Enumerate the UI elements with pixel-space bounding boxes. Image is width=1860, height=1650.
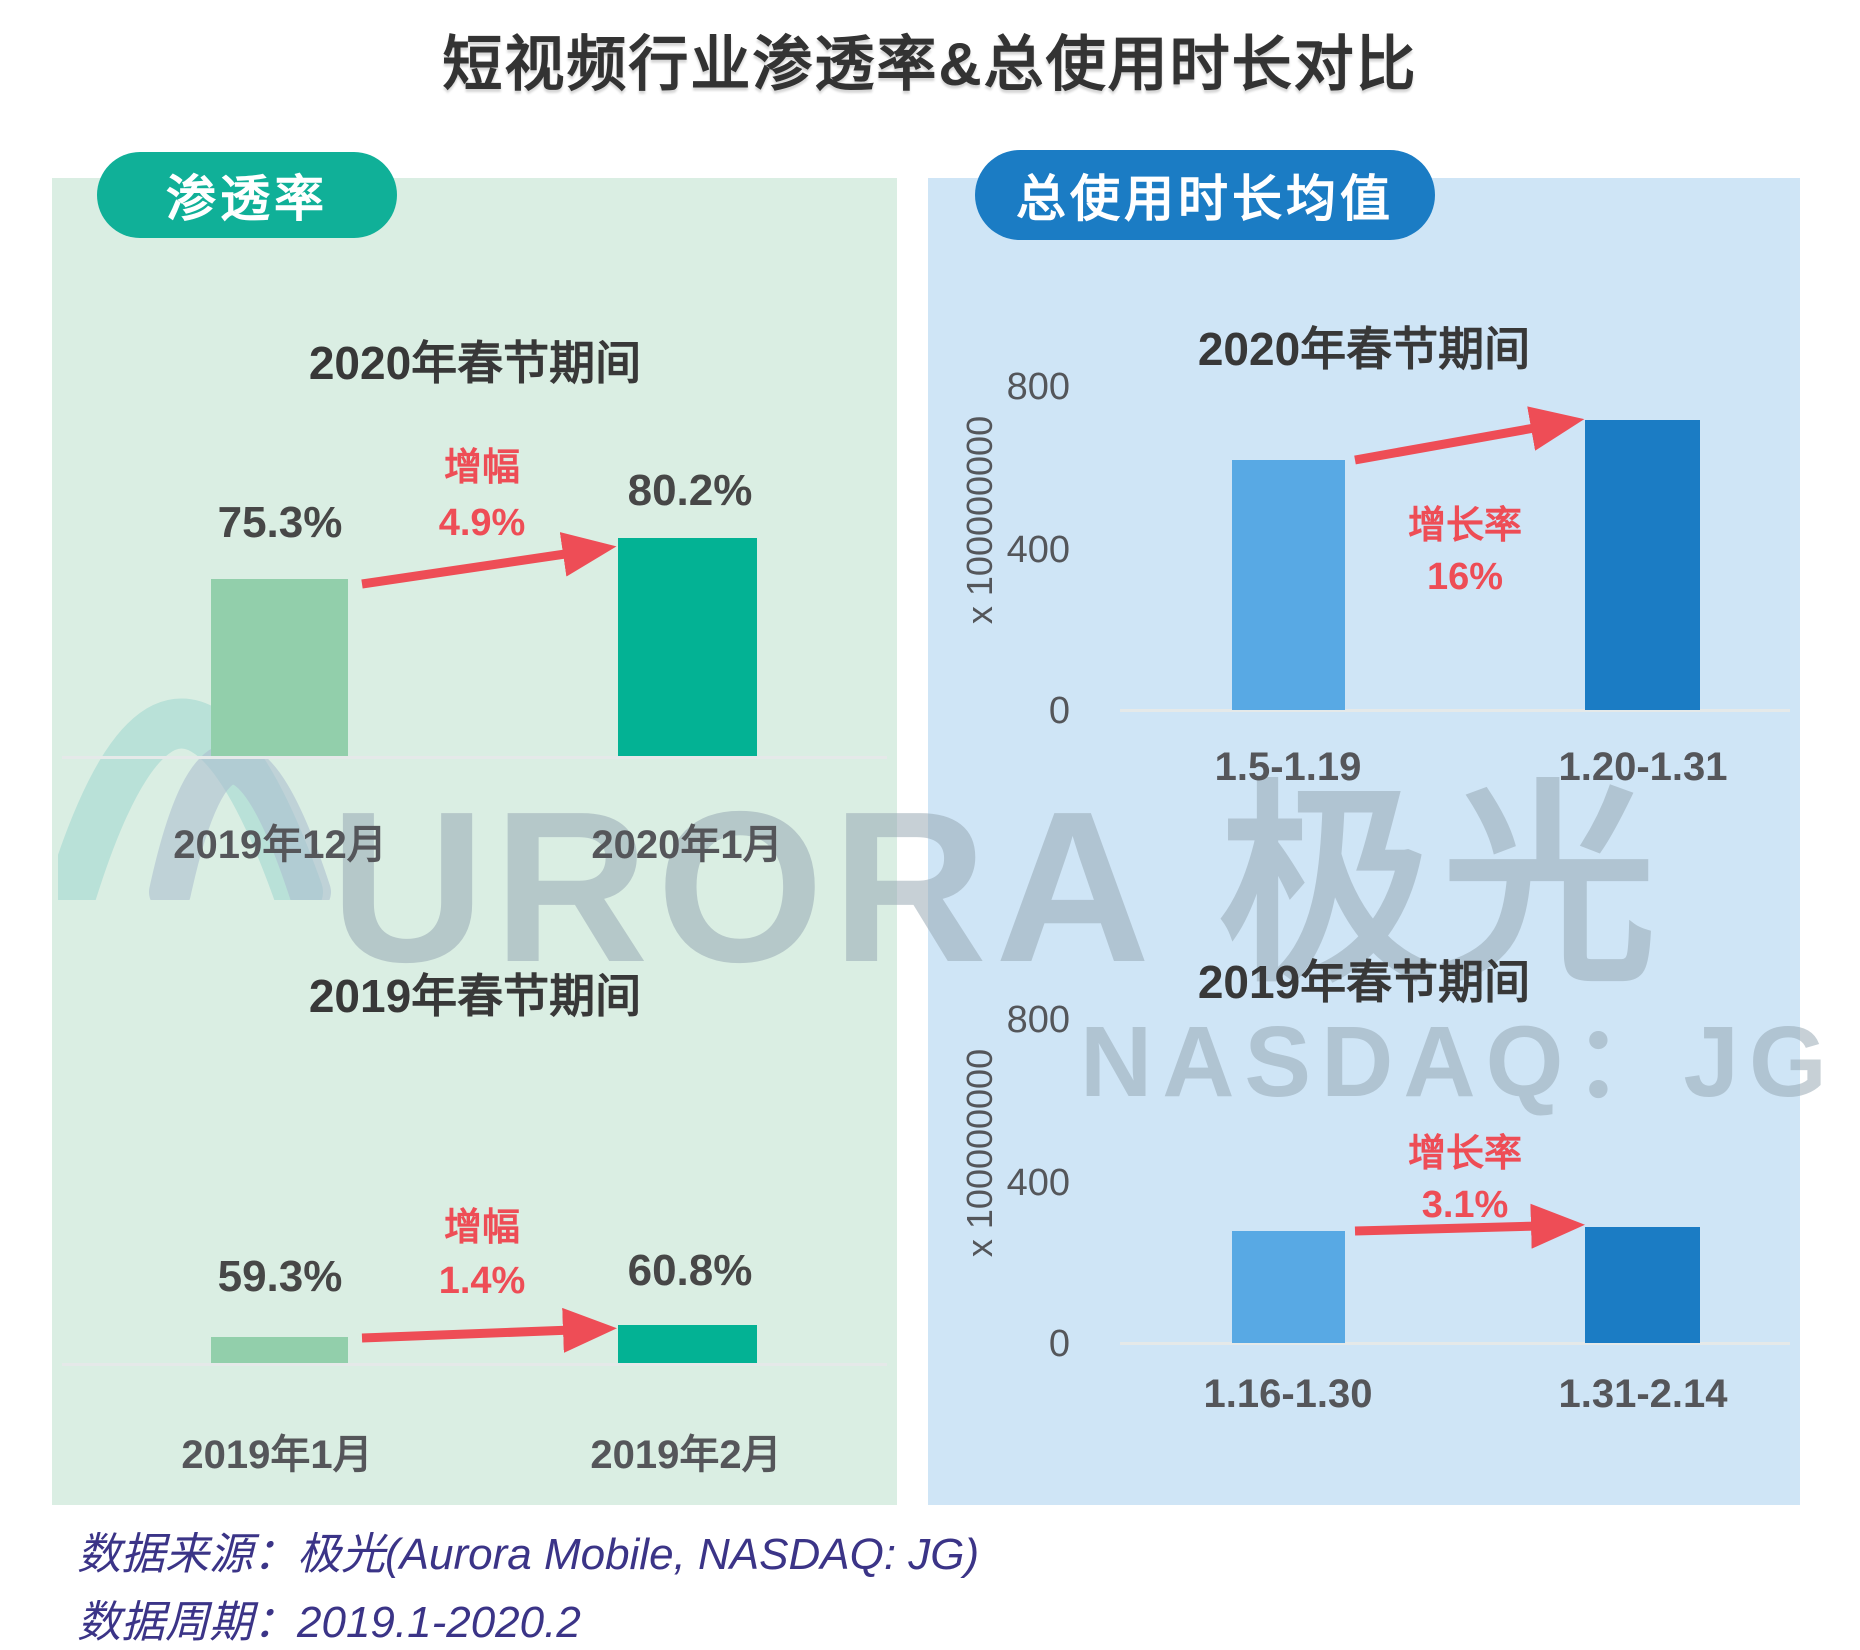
axis-baseline-usage-2020 [1120, 709, 1790, 712]
brand-watermark: URORA 极光 [330, 766, 1665, 1007]
x-label-1-31-2-14: 1.31-2.14 [1558, 1372, 1728, 1416]
growth-value-16: 16% [1426, 556, 1504, 598]
ytick-800-top: 800 [1006, 366, 1070, 408]
bar-2019-01 [211, 1337, 348, 1364]
bar-value-59-3: 59.3% [217, 1252, 343, 1301]
ytick-400-top: 400 [1006, 529, 1070, 571]
growth-label-top-left: 增幅 [443, 447, 520, 489]
bar-1-20-1-31 [1585, 420, 1700, 710]
growth-label-top-right: 增长率 [1407, 505, 1522, 547]
bar-1-16-1-30 [1232, 1231, 1345, 1343]
bar-value-60-8: 60.8% [627, 1246, 753, 1295]
growth-label-bottom-left: 增幅 [443, 1207, 520, 1249]
growth-label-bottom-right: 增长率 [1407, 1133, 1522, 1175]
usage-badge: 总使用时长均值 [975, 150, 1435, 240]
x-label-1-16-1-30: 1.16-1.30 [1203, 1372, 1373, 1416]
x-label-2019-12: 2019年12月 [173, 823, 387, 867]
x-label-2020-01: 2020年1月 [591, 823, 783, 867]
chart-title-penetration-2020: 2020年春节期间 [308, 337, 642, 389]
penetration-panel [52, 178, 897, 1505]
footer-data-source: 数据来源：极光(Aurora Mobile, NASDAQ: JG) [77, 1530, 980, 1579]
ytick-0-bottom: 0 [1048, 1323, 1070, 1365]
growth-value-1-4: 1.4% [438, 1260, 526, 1302]
penetration-badge: 渗透率 [97, 152, 397, 238]
page-title: 短视频行业渗透率&总使用时长对比 [442, 31, 1418, 98]
chart-title-penetration-2019: 2019年春节期间 [308, 970, 642, 1022]
x-label-2019-02: 2019年2月 [590, 1433, 782, 1477]
bar-1-5-1-19 [1232, 460, 1345, 710]
y-axis-unit-bottom: x 100000000 [959, 1048, 1000, 1258]
bar-value-75-3: 75.3% [217, 498, 343, 547]
bar-2020-01 [618, 538, 757, 757]
chart-title-usage-2019: 2019年春节期间 [1197, 956, 1531, 1008]
x-label-1-5-1-19: 1.5-1.19 [1214, 745, 1362, 789]
ytick-400-bottom: 400 [1006, 1162, 1070, 1204]
bar-value-80-2: 80.2% [627, 466, 753, 515]
axis-baseline-penetration-2020 [62, 756, 887, 759]
growth-value-4-9: 4.9% [438, 502, 526, 544]
axis-baseline-usage-2019 [1120, 1342, 1790, 1345]
bar-2019-12 [211, 579, 348, 757]
axis-baseline-penetration-2019 [62, 1363, 887, 1366]
bar-1-31-2-14 [1585, 1227, 1700, 1343]
x-label-2019-01: 2019年1月 [181, 1433, 373, 1477]
ytick-800-bottom: 800 [1006, 999, 1070, 1041]
chart-title-usage-2020: 2020年春节期间 [1197, 323, 1531, 375]
bar-2019-02 [618, 1325, 757, 1364]
ytick-0-top: 0 [1048, 690, 1070, 732]
footer-data-period: 数据周期：2019.1-2020.2 [77, 1598, 581, 1647]
ticker-watermark: NASDAQ：JG [1080, 1006, 1837, 1118]
y-axis-unit-top: x 100000000 [959, 415, 1000, 625]
growth-value-3-1: 3.1% [1421, 1184, 1509, 1226]
aurora-logo-watermark [58, 698, 331, 900]
x-label-1-20-1-31: 1.20-1.31 [1558, 745, 1728, 789]
